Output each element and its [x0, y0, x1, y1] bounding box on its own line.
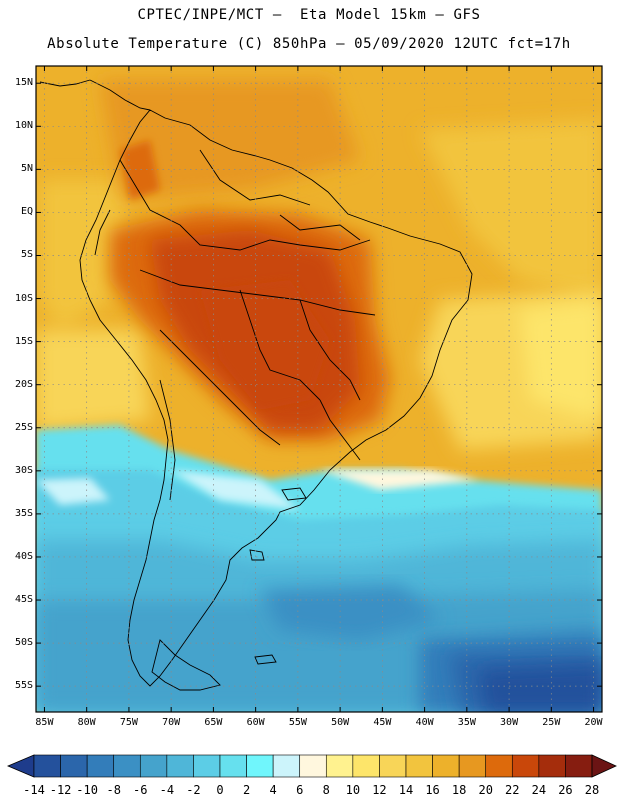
- colorbar-label: 20: [478, 783, 493, 797]
- lon-label: 75W: [119, 717, 138, 728]
- lon-label: 30W: [500, 717, 519, 728]
- lat-label: 5S: [20, 249, 33, 261]
- axis-ticks: [36, 66, 602, 712]
- colorbar-label: 4: [269, 783, 277, 797]
- colorbar: [6, 754, 617, 778]
- map-frame: [35, 65, 603, 713]
- colorbar-label: 26: [558, 783, 573, 797]
- colorbar-label: 22: [505, 783, 520, 797]
- colorbar-label: 8: [322, 783, 330, 797]
- colorbar-swatch: [113, 754, 141, 778]
- colorbar-swatch: [565, 754, 593, 778]
- coastlines: [39, 79, 473, 691]
- colorbar-label: 0: [216, 783, 224, 797]
- colorbar-label: 2: [242, 783, 251, 797]
- lon-label: 70W: [162, 717, 181, 728]
- colorbar-label: 10: [345, 783, 361, 797]
- lat-label: 30S: [14, 464, 33, 476]
- lon-label: 85W: [35, 717, 54, 728]
- lon-label: 20W: [584, 717, 603, 728]
- lat-label: 45S: [14, 594, 33, 606]
- colorbar-swatch: [193, 754, 221, 778]
- lat-label: 20S: [14, 378, 33, 390]
- colorbar-label: 12: [372, 783, 387, 797]
- lon-label: 50W: [331, 717, 350, 728]
- lat-label: 15S: [14, 335, 33, 347]
- lon-label: 55W: [288, 717, 307, 728]
- colorbar-swatch: [86, 754, 115, 778]
- colorbar-label: -2: [186, 783, 201, 797]
- colorbar-label: 18: [451, 783, 467, 797]
- colorbar-label: 16: [425, 783, 440, 797]
- lon-label: 65W: [204, 717, 223, 728]
- lat-label: 15N: [14, 77, 33, 89]
- colorbar-swatch: [352, 754, 380, 778]
- colorbar-label: -6: [133, 783, 148, 797]
- lat-label: 35S: [14, 507, 33, 519]
- colorbar-label: 24: [531, 783, 547, 797]
- colorbar-swatch: [325, 754, 354, 778]
- lat-label: 10S: [14, 292, 33, 304]
- lon-label: 60W: [246, 717, 265, 728]
- colorbar-swatch: [299, 754, 327, 778]
- lon-label: 40W: [415, 717, 434, 728]
- chart-title: CPTEC/INPE/MCT – Eta Model 15km – GFS: [137, 7, 481, 23]
- lat-label: 55S: [14, 680, 33, 692]
- lat-label: EQ: [20, 206, 33, 218]
- colorbar-swatch: [139, 754, 168, 778]
- colorbar-label: -4: [159, 783, 175, 797]
- colorbar-swatch: [379, 754, 407, 778]
- colorbar-swatch: [219, 754, 247, 778]
- lat-label: 5N: [20, 163, 33, 175]
- temperature-field: [36, 66, 602, 712]
- graticule: [36, 66, 602, 712]
- colorbar-label: -12: [49, 783, 72, 797]
- colorbar-swatch: [538, 754, 566, 778]
- colorbar-swatch: [246, 754, 274, 778]
- colorbar-swatch: [272, 754, 301, 778]
- colorbar-swatch: [166, 754, 194, 778]
- colorbar-label: 28: [584, 783, 600, 797]
- lon-label: 25W: [542, 717, 561, 728]
- lat-label: 25S: [14, 421, 33, 433]
- chart-subtitle: Absolute Temperature (C) 850hPa – 05/09/…: [47, 36, 571, 52]
- colorbar-label: 6: [296, 783, 304, 797]
- colorbar-swatch: [511, 754, 540, 778]
- lon-label: 35W: [457, 717, 476, 728]
- lat-label: 40S: [14, 550, 33, 562]
- lat-label: 50S: [14, 637, 33, 649]
- lat-label: 10N: [14, 120, 33, 132]
- colorbar-swatch: [33, 754, 61, 778]
- colorbar-swatch: [485, 754, 513, 778]
- colorbar-label: -8: [106, 783, 121, 797]
- colorbar-swatch: [60, 754, 88, 778]
- colorbar-label: -14: [23, 783, 45, 797]
- lon-label: 80W: [77, 717, 96, 728]
- colorbar-swatch: [405, 754, 433, 778]
- lon-label: 45W: [373, 717, 392, 728]
- colorbar-label: -10: [76, 783, 98, 797]
- colorbar-swatch: [432, 754, 460, 778]
- colorbar-swatch: [458, 754, 487, 778]
- colorbar-label: 14: [398, 783, 414, 797]
- colorbar-arrow-high: [591, 754, 617, 778]
- colorbar-arrow-low: [6, 754, 35, 778]
